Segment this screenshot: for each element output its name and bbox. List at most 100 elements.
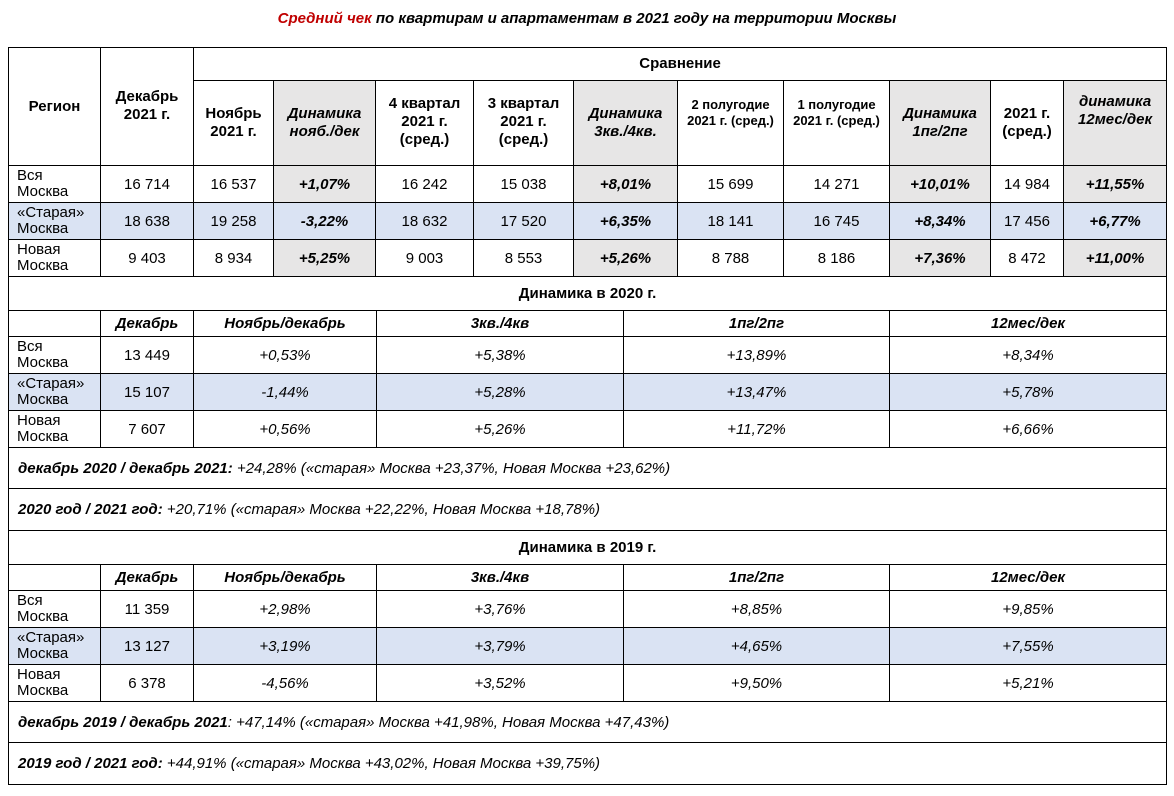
dynamics-cell: +3,79% (376, 627, 624, 665)
column-header: Динамика нояб./дек (273, 80, 376, 166)
section-column-header: 12мес/дек (888, 564, 1168, 591)
value-cell: 17 520 (473, 202, 574, 240)
dynamics-cell: +8,01% (573, 165, 678, 203)
value-cell: 8 553 (473, 239, 574, 277)
dynamics-cell: -3,22% (273, 202, 376, 240)
column-header: 4 квартал 2021 г. (сред.) (375, 80, 474, 166)
region-line: Новая (17, 412, 61, 429)
region-line: Вся (17, 338, 43, 355)
dynamics-cell: +1,07% (273, 165, 376, 203)
dynamics-cell: +11,72% (623, 410, 890, 448)
value-cell: 18 638 (100, 202, 194, 240)
section-column-header: 3кв./4кв (376, 310, 624, 337)
dynamics-cell: +11,55% (1062, 165, 1168, 203)
region-line: Москва (17, 682, 69, 699)
region-line: Москва (17, 257, 69, 274)
section-title: Динамика в 2019 г. (7, 530, 1168, 565)
value-cell: 7 607 (100, 410, 194, 448)
dynamics-cell: +8,34% (889, 202, 991, 240)
summary-row: 2020 год / 2021 год: +20,71% («старая» М… (7, 488, 1168, 531)
summary-note: 2019 год / 2021 год: +44,91% («старая» М… (7, 742, 1168, 785)
summary-label: декабрь 2020 / декабрь 2021: (18, 459, 233, 477)
value-cell: 6 378 (100, 664, 194, 702)
report-table: Регион Декабрь 2021 г. Сравнение Ноябрь 202… (7, 47, 1168, 785)
dynamics-cell: +5,28% (376, 373, 624, 411)
comparison-header: Сравнение (192, 47, 1168, 81)
dynamics-cell: +5,26% (573, 239, 678, 277)
summary-text: +44,91% («старая» Москва +43,02%, Новая … (162, 755, 601, 772)
region-line: Вся (17, 592, 43, 609)
value-cell: 15 107 (100, 373, 194, 411)
dynamics-cell: +13,89% (623, 336, 890, 374)
dynamics-cell: -4,56% (193, 664, 377, 702)
dynamics-cell: +2,98% (193, 590, 377, 628)
dynamics-cell: +4,65% (623, 627, 890, 665)
section-column-header: 1пг/2пг (623, 564, 890, 591)
section-header-row: Декабрь Ноябрь/декабрь 3кв./4кв 1пг/2пг 12ме… (8, 310, 1168, 337)
column-header: Динамика 3кв./4кв. (573, 80, 678, 166)
value-cell: 18 141 (677, 202, 784, 240)
title-accent: Средний чек (277, 10, 372, 27)
value-cell: 16 242 (375, 165, 474, 203)
dynamics-cell: +9,85% (888, 590, 1168, 628)
dynamics-cell: +7,36% (889, 239, 991, 277)
dynamics-section-table: Динамика в 2019 г. Декабрь Ноябрь/декабрь 3… (7, 530, 1168, 785)
table-row: Вся Москва 13 449 +0,53% +5,38% +13,89% +8,34% (8, 336, 1168, 374)
value-cell: 19 258 (193, 202, 274, 240)
region-cell: Новая Москва (8, 410, 101, 448)
column-header: 2021 г. (сред.) (990, 80, 1064, 166)
dynamics-cell: +6,35% (573, 202, 678, 240)
table-row: Новая Москва 7 607 +0,56% +5,26% +11,72% +6,66… (8, 410, 1168, 448)
page-title: Средний чек по квартирам и апартаментам … (0, 10, 1174, 27)
summary-note: 2020 год / 2021 год: +20,71% («старая» М… (7, 488, 1168, 531)
region-line: Новая (17, 241, 61, 258)
column-header: 2 полугодие 2021 г. (сред.) (677, 80, 784, 166)
value-cell: 16 537 (193, 165, 274, 203)
section-title-row: Динамика в 2020 г. (7, 276, 1168, 311)
region-cell: «Старая» Москва (8, 627, 101, 665)
region-line: Москва (17, 608, 69, 625)
dynamics-cell: +0,53% (193, 336, 377, 374)
value-cell: 8 788 (677, 239, 784, 277)
group-header-row: Регион Декабрь 2021 г. Сравнение (8, 47, 1168, 166)
dynamics-cell: -1,44% (193, 373, 377, 411)
summary-text: : +47,14% («старая» Москва +41,98%, Нова… (227, 713, 670, 731)
value-cell: 14 984 (990, 165, 1064, 203)
table-row: «Старая» Москва 15 107 -1,44% +5,28% +13,47% +… (8, 373, 1168, 411)
region-line: «Старая» (17, 629, 85, 646)
dynamics-cell: +5,25% (273, 239, 376, 277)
dynamics-cell: +9,50% (623, 664, 890, 702)
region-line: «Старая» (17, 204, 85, 221)
region-line: Москва (17, 645, 69, 662)
summary-row: 2019 год / 2021 год: +44,91% («старая» М… (7, 742, 1168, 785)
value-cell: 17 456 (990, 202, 1064, 240)
table-row: Вся Москва 11 359 +2,98% +3,76% +8,85% +9,85% (8, 590, 1168, 628)
section-column-header (8, 564, 101, 591)
section-column-header: Ноябрь/декабрь (193, 310, 377, 337)
dynamics-cell: +8,34% (888, 336, 1168, 374)
region-line: Москва (17, 183, 69, 200)
section-column-header: Декабрь (100, 564, 194, 591)
dynamics-cell: +5,26% (376, 410, 624, 448)
value-cell: 8 472 (990, 239, 1064, 277)
summary-row: декабрь 2020 / декабрь 2021: +24,28% («с… (7, 447, 1168, 489)
dynamics-cell: +3,76% (376, 590, 624, 628)
value-cell: 9 003 (375, 239, 474, 277)
summary-text: +20,71% («старая» Москва +22,22%, Новая … (162, 501, 601, 518)
region-line: Москва (17, 428, 69, 445)
region-line: Москва (17, 391, 69, 408)
dynamics-cell: +11,00% (1062, 239, 1168, 277)
dynamics-cell: +6,77% (1062, 202, 1168, 240)
table-row: Новая Москва 9 403 8 934 +5,25% 9 003 8 553 +5,… (8, 239, 1168, 277)
dynamics-cell: +5,21% (888, 664, 1168, 702)
table-row: Новая Москва 6 378 -4,56% +3,52% +9,50% +5,21% (8, 664, 1168, 702)
region-cell: Вся Москва (8, 590, 101, 628)
summary-label: 2019 год / 2021 год: (18, 755, 163, 772)
section-column-header: Декабрь (100, 310, 194, 337)
table-row: Вся Москва 16 714 16 537 +1,07% 16 242 15 038 +… (8, 165, 1168, 203)
summary-row: декабрь 2019 / декабрь 2021: +47,14% («с… (7, 701, 1168, 743)
region-cell: «Старая» Москва (8, 373, 101, 411)
summary-note: декабрь 2020 / декабрь 2021: +24,28% («с… (7, 447, 1168, 489)
value-cell: 16 745 (783, 202, 890, 240)
region-line: «Старая» (17, 375, 85, 392)
